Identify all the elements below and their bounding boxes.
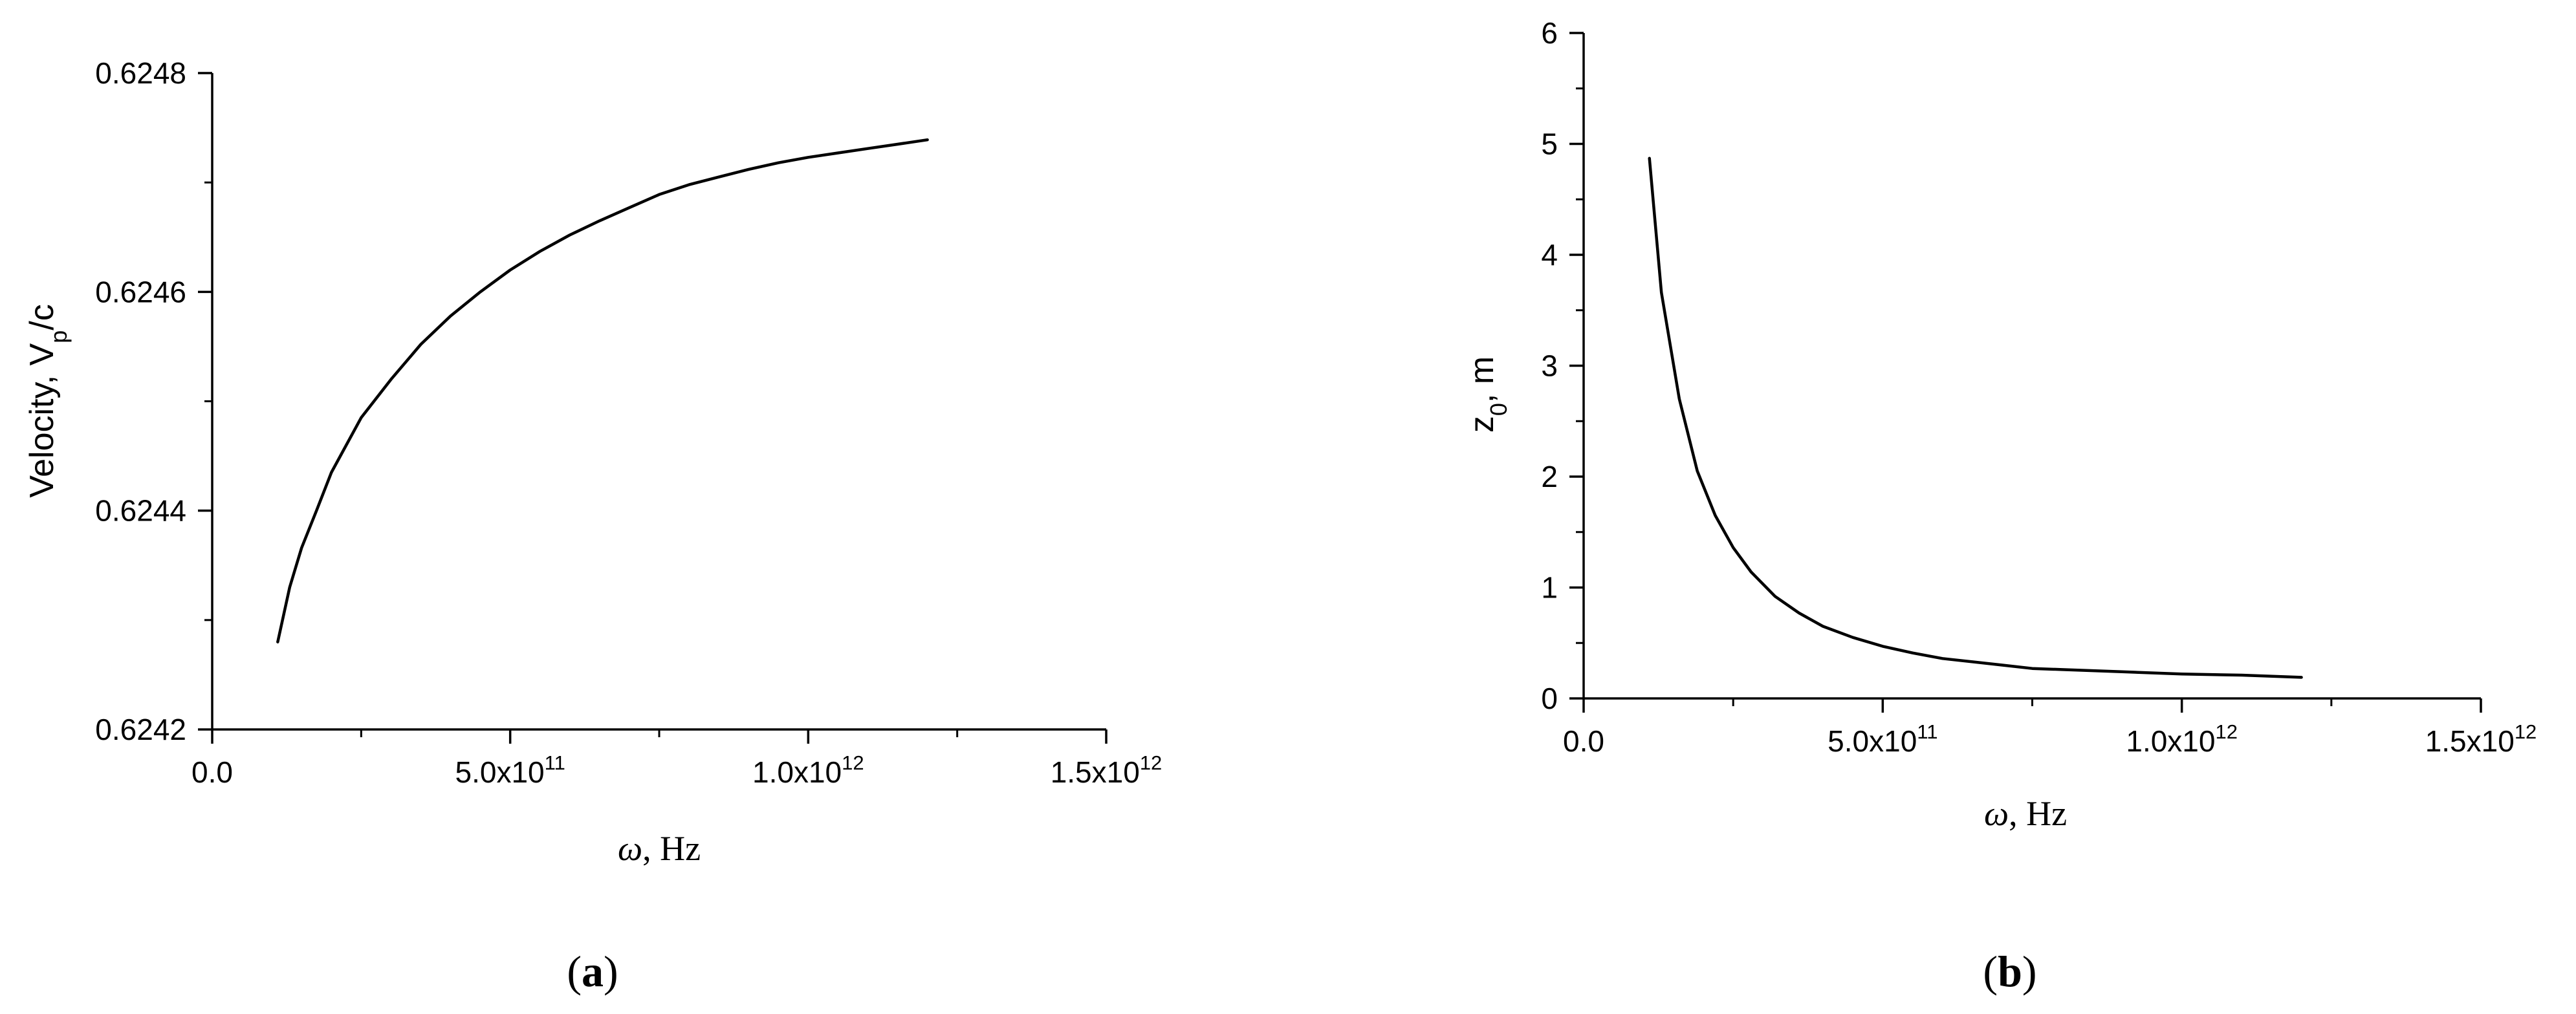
panel-b-y-tick-label: 0 [1541,682,1558,715]
panel-a-x-tick-label: 1.0x1012 [752,751,864,789]
panel-b-x-axis-title: ω, Hz [1984,794,2067,833]
panel-a-y-tick-label: 0.6248 [95,56,186,90]
panel-a-x-ticks: 0.0 5.0x1011 1.0x1012 1.5x1012 [191,729,1162,789]
panel-b-x-tick-label: 5.0x1011 [1828,720,1937,758]
panel-b-x-tick-label: 1.5x1012 [2425,720,2537,758]
panel-b-y-axis-title: z0, m [1463,356,1512,433]
panel-a-y-tick-label: 0.6242 [95,713,186,746]
panel-b-y-tick-label: 5 [1541,127,1558,161]
panel-a: 0.0 5.0x1011 1.0x1012 1.5x1012 0.6242 0.6244… [23,56,1162,996]
panel-a-label: (a) [567,947,618,996]
panel-a-x-tick-label: 5.0x1011 [455,751,565,789]
panel-b-x-tick-label: 0.0 [1563,724,1604,758]
panel-b: 0.0 5.0x1011 1.0x1012 1.5x1012 0 1 2 3 4 5 6 ω, H… [1463,16,2537,996]
panel-b-label: (b) [1983,947,2036,996]
panel-a-x-tick-label: 1.5x1012 [1051,751,1162,789]
panel-b-x-ticks: 0.0 5.0x1011 1.0x1012 1.5x1012 [1563,698,2537,758]
panel-b-y-tick-label: 3 [1541,349,1558,383]
panel-a-y-axis-title: Velocity, Vp/c [23,304,72,497]
panel-b-y-tick-label: 1 [1541,571,1558,605]
panel-a-y-ticks: 0.6242 0.6244 0.6246 0.6248 [95,56,212,746]
panel-a-y-tick-label: 0.6244 [95,494,186,528]
panel-b-y-ticks: 0 1 2 3 4 5 6 [1541,16,1584,715]
panel-b-y-tick-label: 2 [1541,460,1558,493]
panel-b-y-tick-label: 4 [1541,238,1558,272]
panel-a-x-axis-title: ω, Hz [618,829,701,868]
panel-b-x-tick-label: 1.0x1012 [2126,720,2238,758]
panel-b-y-tick-label: 6 [1541,16,1558,50]
panel-b-z0-curve [1648,156,2303,679]
panel-a-x-tick-label: 0.0 [191,755,233,789]
panel-a-velocity-curve [276,138,929,643]
panel-a-y-tick-label: 0.6246 [95,275,186,308]
